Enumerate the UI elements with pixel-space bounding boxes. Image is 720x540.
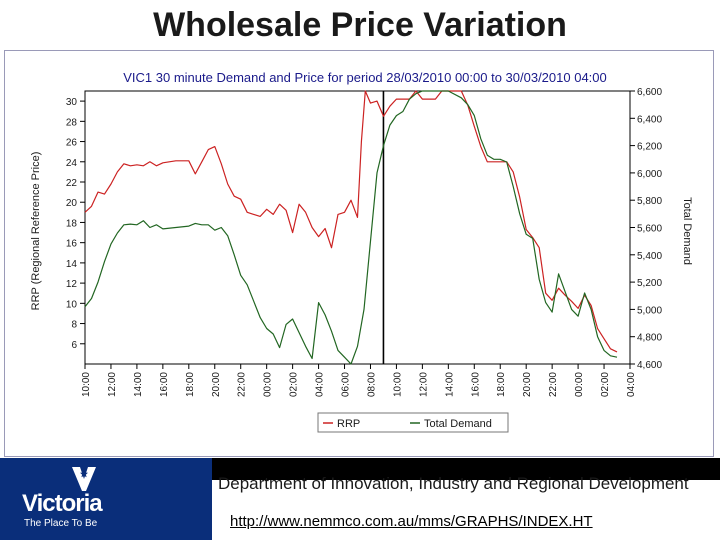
x-tick-label: 12:00 <box>418 372 429 397</box>
y-tick-label: 18 <box>66 218 78 229</box>
total-demand-line <box>84 90 618 365</box>
y-tick-label: 6 <box>71 340 77 351</box>
y2-tick-label: 4,600 <box>637 360 662 371</box>
y2-tick-label: 4,800 <box>637 333 662 344</box>
x-tick-label: 02:00 <box>289 372 300 397</box>
x-tick-label: 04:00 <box>315 372 326 397</box>
department-name: Department of Innovation, Industry and R… <box>218 474 689 493</box>
axis-ticks: 6 8 10 12 14 16 18 20 22 24 26 28 30 4,600 4,800 5,000 5… <box>66 87 663 397</box>
x-tick-label: 22:00 <box>237 372 248 397</box>
chart-frame: VIC1 30 minute Demand and Price for peri… <box>4 50 714 457</box>
victoria-logo <box>72 467 96 491</box>
y2-axis-label: Total Demand <box>681 197 693 265</box>
y-axis-label: RRP (Regional Reference Price) <box>30 152 42 311</box>
legend-demand-label: Total Demand <box>424 418 492 430</box>
y2-tick-label: 5,600 <box>637 224 662 235</box>
y2-tick-label: 5,800 <box>637 196 662 207</box>
y-tick-label: 12 <box>66 279 78 290</box>
y2-tick-label: 6,600 <box>637 87 662 98</box>
rrp-line <box>84 90 618 353</box>
x-tick-label: 18:00 <box>185 372 196 397</box>
y-tick-label: 24 <box>66 158 78 169</box>
y-tick-label: 28 <box>66 117 78 128</box>
y-tick-label: 16 <box>66 239 78 250</box>
y2-tick-label: 5,400 <box>637 251 662 262</box>
y-tick-label: 22 <box>66 178 78 189</box>
x-tick-label: 10:00 <box>392 372 403 397</box>
footer-white-panel <box>212 480 720 540</box>
logo-star-icon <box>80 470 88 478</box>
logo-wordmark: Victoria <box>22 490 103 517</box>
y2-tick-label: 6,200 <box>637 142 662 153</box>
x-tick-label: 20:00 <box>522 372 533 397</box>
footer-dark-strip <box>212 458 720 480</box>
logo-tagline: The Place To Be <box>24 518 98 529</box>
y-tick-label: 20 <box>66 198 78 209</box>
x-tick-label: 04:00 <box>626 372 637 397</box>
y2-tick-label: 6,400 <box>637 114 662 125</box>
y2-tick-label: 5,200 <box>637 278 662 289</box>
source-link[interactable]: http://www.nemmco.com.au/mms/GRAPHS/INDE… <box>230 513 593 530</box>
x-tick-label: 06:00 <box>341 372 352 397</box>
footer-bar <box>0 458 720 540</box>
x-tick-label: 10:00 <box>81 372 92 397</box>
y-tick-label: 26 <box>66 138 78 149</box>
y-tick-label: 14 <box>66 259 78 270</box>
legend-rrp-label: RRP <box>337 418 360 430</box>
x-tick-label: 14:00 <box>444 372 455 397</box>
x-tick-label: 12:00 <box>107 372 118 397</box>
y-tick-label: 10 <box>66 299 78 310</box>
x-tick-label: 18:00 <box>496 372 507 397</box>
y-tick-label: 8 <box>71 320 77 331</box>
legend: RRP Total Demand <box>317 412 509 433</box>
x-tick-label: 16:00 <box>159 372 170 397</box>
slide-title: Wholesale Price Variation <box>153 6 567 44</box>
price-demand-chart: VIC1 30 minute Demand and Price for peri… <box>30 70 693 433</box>
plot-area <box>84 90 631 365</box>
x-tick-label: 00:00 <box>263 372 274 397</box>
x-tick-label: 14:00 <box>133 372 144 397</box>
x-tick-label: 20:00 <box>211 372 222 397</box>
logo-v-mark-icon <box>72 467 96 491</box>
x-tick-label: 08:00 <box>366 372 377 397</box>
x-tick-label: 22:00 <box>548 372 559 397</box>
y-tick-label: 30 <box>66 97 78 108</box>
x-tick-label: 16:00 <box>470 372 481 397</box>
x-tick-label: 00:00 <box>574 372 585 397</box>
y2-tick-label: 6,000 <box>637 169 662 180</box>
chart-title: VIC1 30 minute Demand and Price for peri… <box>123 70 607 85</box>
series-layer <box>84 90 618 365</box>
x-tick-label: 02:00 <box>600 372 611 397</box>
y2-tick-label: 5,000 <box>637 305 662 316</box>
